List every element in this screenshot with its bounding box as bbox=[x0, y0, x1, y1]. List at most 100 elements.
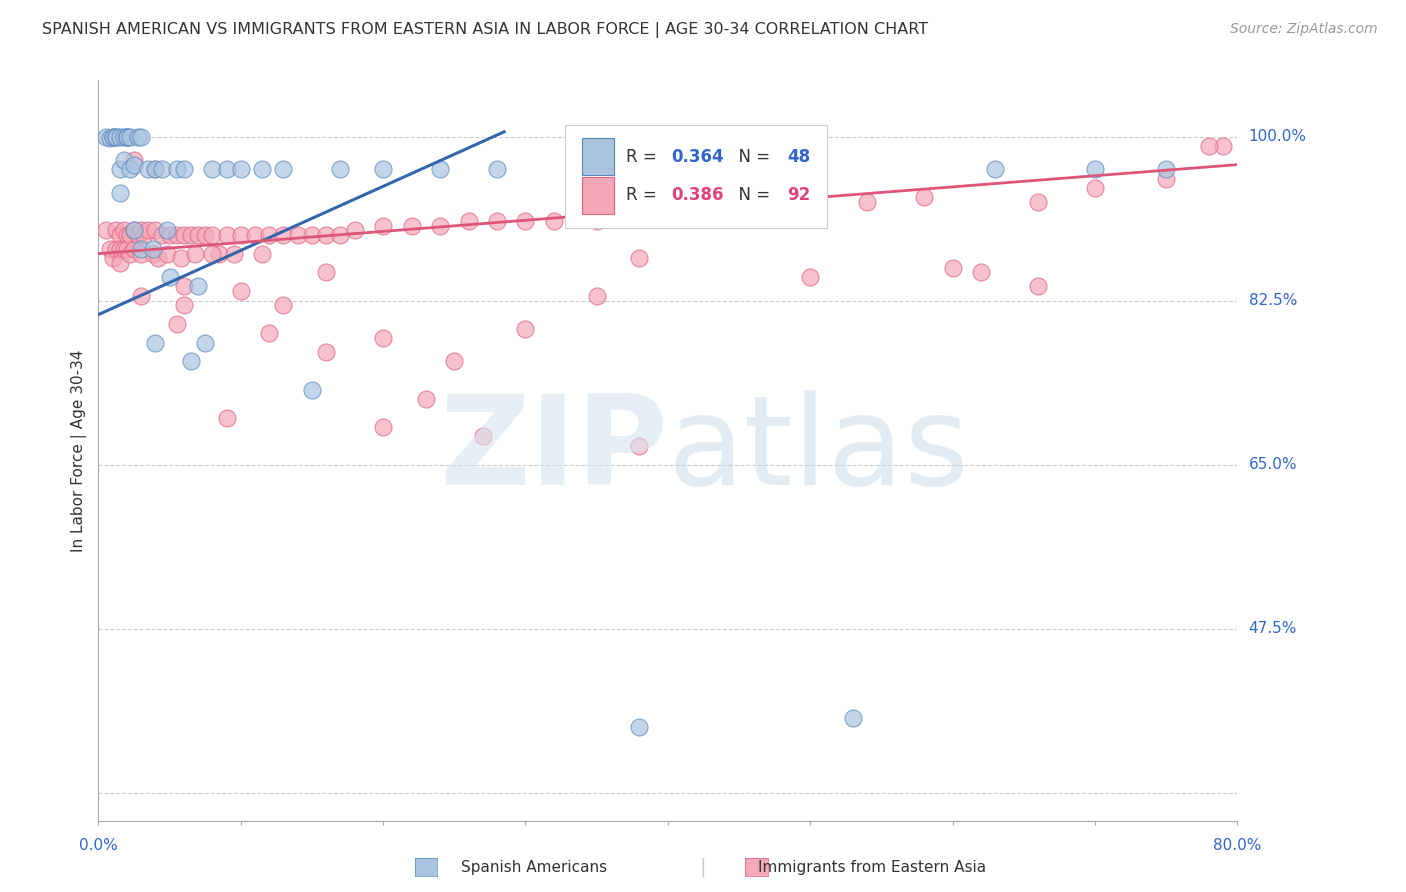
Text: R =: R = bbox=[626, 147, 662, 166]
Point bbox=[373, 331, 395, 345]
Point bbox=[104, 129, 127, 144]
Point bbox=[129, 246, 152, 260]
Point bbox=[94, 129, 117, 144]
Point bbox=[129, 129, 152, 144]
Point bbox=[259, 227, 281, 242]
Point bbox=[301, 383, 323, 397]
Point bbox=[842, 710, 865, 724]
Point bbox=[457, 214, 479, 228]
Point bbox=[104, 223, 127, 237]
Point bbox=[152, 227, 174, 242]
Point bbox=[515, 214, 537, 228]
Point bbox=[173, 279, 195, 293]
Point bbox=[301, 227, 323, 242]
Point bbox=[108, 162, 131, 177]
Point bbox=[118, 162, 141, 177]
Point bbox=[628, 720, 651, 734]
Point bbox=[273, 227, 295, 242]
Point bbox=[112, 223, 135, 237]
Point bbox=[98, 242, 121, 256]
Point bbox=[415, 392, 437, 406]
Point bbox=[115, 129, 138, 144]
Text: Immigrants from Eastern Asia: Immigrants from Eastern Asia bbox=[758, 860, 986, 874]
Text: 100.0%: 100.0% bbox=[1249, 129, 1306, 144]
Point bbox=[156, 223, 179, 237]
Point bbox=[315, 345, 337, 359]
Point bbox=[112, 242, 135, 256]
Point bbox=[115, 242, 138, 256]
Point bbox=[145, 223, 167, 237]
Point bbox=[173, 162, 195, 177]
Point bbox=[104, 129, 127, 144]
Point bbox=[215, 162, 238, 177]
Point bbox=[515, 321, 537, 335]
Text: |: | bbox=[700, 857, 706, 877]
Point bbox=[129, 289, 152, 303]
Point bbox=[122, 158, 145, 172]
Point bbox=[942, 260, 965, 275]
Point bbox=[229, 162, 252, 177]
Point bbox=[187, 279, 209, 293]
Point bbox=[799, 270, 821, 285]
Point bbox=[628, 252, 651, 266]
Point bbox=[127, 129, 149, 144]
Point bbox=[912, 190, 935, 204]
Text: Spanish Americans: Spanish Americans bbox=[461, 860, 607, 874]
Point bbox=[94, 223, 117, 237]
Point bbox=[243, 227, 266, 242]
Point bbox=[329, 162, 352, 177]
Point bbox=[222, 246, 245, 260]
FancyBboxPatch shape bbox=[565, 125, 827, 228]
Point bbox=[373, 219, 395, 233]
Point bbox=[259, 326, 281, 341]
Text: R =: R = bbox=[626, 186, 662, 204]
Point bbox=[486, 162, 509, 177]
Point bbox=[250, 162, 273, 177]
Point bbox=[685, 204, 707, 219]
Point bbox=[156, 246, 179, 260]
Point bbox=[1212, 139, 1234, 153]
Text: 92: 92 bbox=[787, 186, 811, 204]
Point bbox=[215, 227, 238, 242]
Text: ZIP: ZIP bbox=[439, 390, 668, 511]
Point bbox=[250, 246, 273, 260]
Point bbox=[856, 195, 879, 210]
Text: 0.386: 0.386 bbox=[671, 186, 724, 204]
Bar bbox=[582, 177, 614, 213]
Text: atlas: atlas bbox=[668, 390, 970, 511]
Point bbox=[141, 242, 163, 256]
Y-axis label: In Labor Force | Age 30-34: In Labor Force | Age 30-34 bbox=[72, 349, 87, 552]
Point bbox=[101, 252, 124, 266]
Point bbox=[101, 129, 124, 144]
Point bbox=[115, 129, 138, 144]
Point bbox=[373, 420, 395, 434]
Point bbox=[159, 227, 181, 242]
Point bbox=[136, 162, 159, 177]
Point bbox=[1154, 171, 1177, 186]
Point bbox=[122, 153, 145, 167]
Point bbox=[229, 284, 252, 298]
Point bbox=[742, 200, 765, 214]
Point bbox=[108, 129, 131, 144]
Point bbox=[101, 129, 124, 144]
Point bbox=[122, 223, 145, 237]
Point bbox=[585, 214, 607, 228]
Bar bbox=[582, 138, 614, 175]
Point bbox=[1084, 181, 1107, 195]
Point bbox=[273, 162, 295, 177]
Point bbox=[136, 223, 159, 237]
Point bbox=[118, 129, 141, 144]
Point bbox=[115, 129, 138, 144]
Point bbox=[118, 246, 141, 260]
Point bbox=[585, 289, 607, 303]
Text: 82.5%: 82.5% bbox=[1249, 293, 1298, 308]
Point bbox=[201, 246, 224, 260]
Point bbox=[215, 410, 238, 425]
Point bbox=[166, 227, 188, 242]
Point bbox=[112, 153, 135, 167]
Point bbox=[1026, 279, 1049, 293]
Point bbox=[127, 227, 149, 242]
Point bbox=[799, 204, 821, 219]
Point bbox=[194, 227, 217, 242]
Point bbox=[132, 227, 155, 242]
